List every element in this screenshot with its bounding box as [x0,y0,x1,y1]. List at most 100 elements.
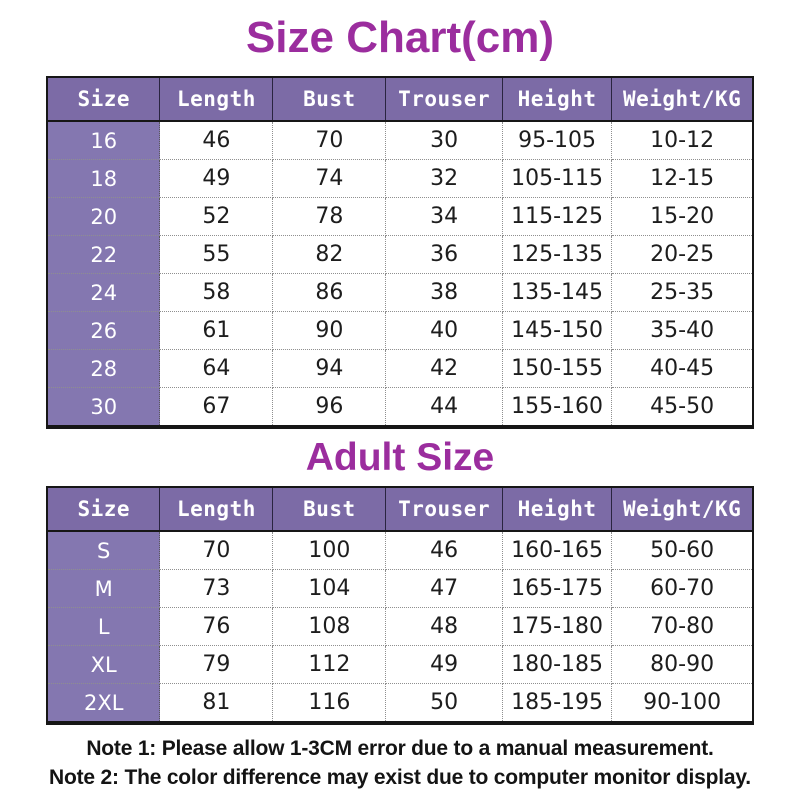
note-1: Note 1: Please allow 1-3CM error due to … [86,737,714,760]
value-cell: 20-25 [611,235,753,274]
adult-size-title: Adult Size [305,436,495,479]
value-cell: 25-35 [611,273,753,312]
table-row: 26 61 90 40 145-150 35-40 [47,311,753,350]
size-cell: 16 [47,120,161,160]
size-cell: 28 [47,349,161,388]
value-cell: 70 [159,530,274,570]
value-cell: 42 [385,349,503,388]
value-cell: 64 [159,349,274,388]
header-row: Size Length Bust Trouser Height Weight/KG [46,486,754,532]
size-cell: 26 [47,311,161,350]
value-cell: 160-165 [501,530,613,570]
value-cell: 70 [272,120,387,160]
column-header: Trouser [385,76,503,122]
size-cell: M [47,569,161,608]
value-cell: 55 [159,235,274,274]
value-cell: 96 [272,387,387,428]
size-cell: 30 [47,387,161,428]
size-cell: 22 [47,235,161,274]
value-cell: 12-15 [611,159,753,198]
value-cell: 49 [159,159,274,198]
column-header: Size [46,486,161,532]
size-cell: 18 [47,159,161,198]
value-cell: 80-90 [611,645,753,684]
value-cell: 108 [272,607,387,646]
value-cell: 135-145 [501,273,613,312]
value-cell: 165-175 [501,569,613,608]
value-cell: 185-195 [501,683,613,724]
size-cell: 20 [47,197,161,236]
page-title: Size Chart(cm) [245,13,555,62]
value-cell: 95-105 [501,120,613,160]
value-cell: 180-185 [501,645,613,684]
size-cell: L [47,607,161,646]
value-cell: 76 [159,607,274,646]
value-cell: 46 [159,120,274,160]
notes: Note 1: Please allow 1-3CM error due to … [0,734,800,792]
table-row: 18 49 74 32 105-115 12-15 [47,159,753,198]
header-row: Size Length Bust Trouser Height Weight/KG [46,76,754,122]
value-cell: 94 [272,349,387,388]
value-cell: 15-20 [611,197,753,236]
value-cell: 100 [272,530,387,570]
value-cell: 44 [385,387,503,428]
value-cell: 52 [159,197,274,236]
value-cell: 38 [385,273,503,312]
value-cell: 78 [272,197,387,236]
column-header: Weight/KG [611,76,754,122]
value-cell: 40-45 [611,349,753,388]
size-cell: S [47,530,161,570]
table-row: L 76 108 48 175-180 70-80 [47,607,753,646]
table-row: 20 52 78 34 115-125 15-20 [47,197,753,236]
table-row: 28 64 94 42 150-155 40-45 [47,349,753,388]
value-cell: 40 [385,311,503,350]
value-cell: 58 [159,273,274,312]
column-header: Weight/KG [611,486,754,532]
column-header: Bust [272,486,387,532]
kids-size-table: Size Length Bust Trouser Height Weight/KG 16 46… [46,76,754,429]
column-header: Length [159,76,274,122]
value-cell: 116 [272,683,387,724]
table-row: S 70 100 46 160-165 50-60 [47,530,753,570]
note-2: Note 2: The color difference may exist d… [49,766,751,789]
table-row: 24 58 86 38 135-145 25-35 [47,273,753,312]
size-cell: XL [47,645,161,684]
value-cell: 60-70 [611,569,753,608]
value-cell: 50-60 [611,530,753,570]
value-cell: 150-155 [501,349,613,388]
value-cell: 86 [272,273,387,312]
value-cell: 67 [159,387,274,428]
table-row: 2XL 81 116 50 185-195 90-100 [47,683,753,724]
value-cell: 81 [159,683,274,724]
value-cell: 34 [385,197,503,236]
value-cell: 105-115 [501,159,613,198]
value-cell: 45-50 [611,387,753,428]
size-cell: 24 [47,273,161,312]
value-cell: 50 [385,683,503,724]
value-cell: 115-125 [501,197,613,236]
column-header: Size [46,76,161,122]
value-cell: 90 [272,311,387,350]
value-cell: 175-180 [501,607,613,646]
value-cell: 145-150 [501,311,613,350]
value-cell: 155-160 [501,387,613,428]
value-cell: 61 [159,311,274,350]
value-cell: 10-12 [611,120,753,160]
value-cell: 112 [272,645,387,684]
value-cell: 48 [385,607,503,646]
value-cell: 35-40 [611,311,753,350]
value-cell: 36 [385,235,503,274]
value-cell: 32 [385,159,503,198]
value-cell: 125-135 [501,235,613,274]
column-header: Height [501,76,613,122]
column-header: Height [501,486,613,532]
value-cell: 47 [385,569,503,608]
value-cell: 46 [385,530,503,570]
value-cell: 49 [385,645,503,684]
table-row: M 73 104 47 165-175 60-70 [47,569,753,608]
value-cell: 30 [385,120,503,160]
column-header: Length [159,486,274,532]
column-header: Trouser [385,486,503,532]
table-row: 22 55 82 36 125-135 20-25 [47,235,753,274]
value-cell: 79 [159,645,274,684]
